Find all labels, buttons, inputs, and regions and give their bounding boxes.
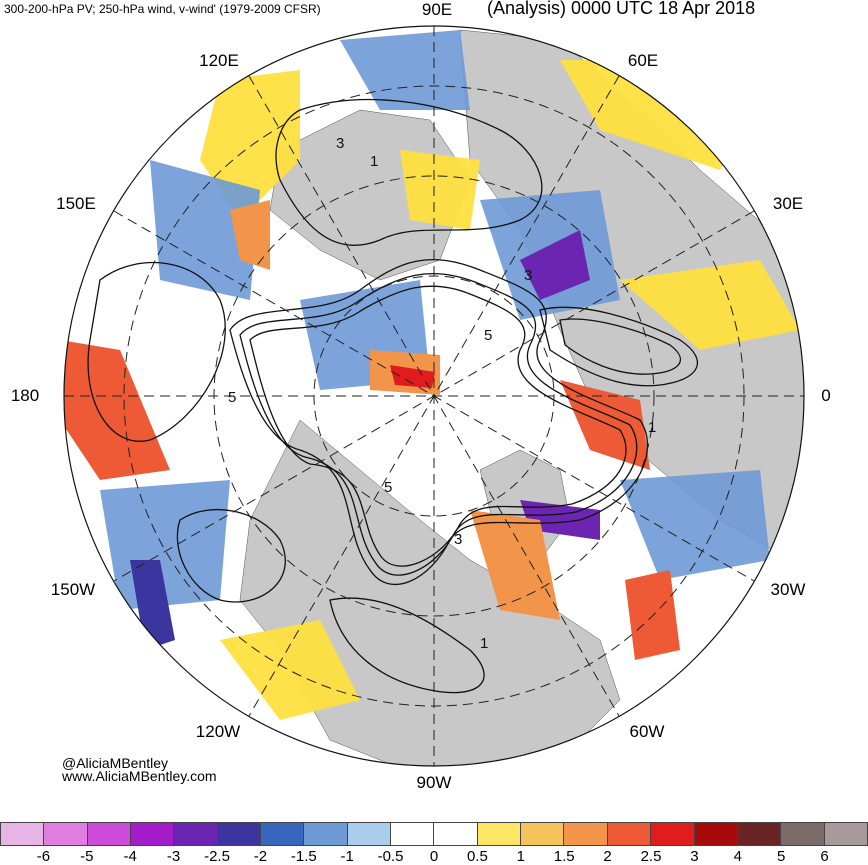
lon-label-150e: 150E bbox=[56, 194, 96, 213]
lon-label-90e: 90E bbox=[421, 0, 453, 19]
colorbar-swatch bbox=[607, 822, 652, 846]
colorbar-tick-label: -3 bbox=[166, 848, 181, 865]
colorbar-tick-label: 1 bbox=[516, 848, 525, 865]
contour-label: 5 bbox=[484, 327, 492, 344]
colorbar-tick-label: 4 bbox=[733, 848, 742, 865]
fill-warm bbox=[560, 380, 650, 470]
colorbar-swatch bbox=[434, 822, 478, 846]
fill-negative bbox=[340, 30, 470, 110]
lon-label-30e: 30E bbox=[772, 194, 804, 213]
fill-positive bbox=[220, 620, 360, 720]
colorbar-swatch bbox=[477, 822, 522, 846]
contour-label: 5 bbox=[384, 479, 392, 496]
colorbar-swatch bbox=[694, 822, 738, 846]
colorbar-swatch bbox=[391, 822, 435, 846]
fill-purple bbox=[520, 230, 590, 300]
colorbar-tick-label: -0.5 bbox=[377, 848, 404, 865]
fill-positive bbox=[400, 150, 480, 230]
colorbar-tick-label: 1.5 bbox=[553, 848, 575, 865]
colorbar-tick-label: -1 bbox=[340, 848, 354, 865]
colorbar-swatch bbox=[44, 822, 88, 846]
contour-label: 1 bbox=[480, 635, 488, 652]
colorbar-tick-label: 2 bbox=[603, 848, 612, 865]
colorbar-swatch bbox=[304, 822, 348, 846]
colorbar-tick-label: -4 bbox=[123, 848, 137, 865]
colorbar-swatch bbox=[737, 822, 782, 846]
fill-warm bbox=[64, 340, 170, 480]
colorbar-tick-label: 0.5 bbox=[466, 848, 488, 865]
colorbar-tick-label: 2.5 bbox=[640, 848, 662, 865]
colorbar-tick-label: 0 bbox=[429, 848, 439, 865]
lon-label-120e: 120E bbox=[199, 51, 239, 70]
colorbar-tick-label: 5 bbox=[777, 848, 786, 865]
lon-label-60e: 60E bbox=[627, 51, 659, 70]
graticule bbox=[64, 26, 804, 766]
colorbar-swatch bbox=[174, 822, 218, 846]
colorbar-swatch bbox=[651, 822, 695, 846]
right-title: (Analysis) 0000 UTC 18 Apr 2018 bbox=[487, 0, 756, 18]
colorbar-tick-label: -6 bbox=[36, 848, 51, 865]
lon-label-150w: 150W bbox=[50, 580, 96, 599]
colorbar-swatch bbox=[87, 822, 132, 846]
colorbar-tick-label: -2.5 bbox=[204, 848, 230, 865]
lon-label-30w: 30W bbox=[770, 580, 806, 599]
credit-website: www.AliciaMBentley.com bbox=[62, 768, 217, 784]
colorbar-swatch bbox=[781, 822, 825, 846]
lon-label-60w: 60W bbox=[629, 722, 665, 741]
colorbar-swatch bbox=[564, 822, 608, 846]
colorbar-tick-label: -5 bbox=[80, 848, 94, 865]
contour-label: 3 bbox=[524, 267, 532, 284]
contour-label: 5 bbox=[228, 389, 236, 406]
lon-label-90w: 90W bbox=[416, 773, 452, 792]
contour-labels: 3 1 3 5 5 1 3 1 5 bbox=[228, 135, 656, 652]
polar-map: 3 1 3 5 5 1 3 1 5 bbox=[63, 25, 805, 767]
fill-negative bbox=[150, 160, 260, 300]
colorbar-swatch bbox=[521, 822, 565, 846]
colorbar-tick-label: 6 bbox=[820, 848, 829, 865]
fill-warm bbox=[230, 200, 270, 270]
lon-label-0: 0 bbox=[821, 386, 831, 405]
colorbar-tick-label: 3 bbox=[690, 848, 699, 865]
colorbar-swatch bbox=[217, 822, 262, 846]
map-border bbox=[63, 25, 805, 767]
lon-label-120w: 120W bbox=[195, 722, 241, 741]
colorbar-tick-label: -1.5 bbox=[290, 848, 317, 865]
colorbar-swatch bbox=[0, 822, 45, 846]
colorbar bbox=[0, 822, 868, 846]
fill-warm bbox=[625, 570, 680, 660]
contour-label: 3 bbox=[454, 531, 462, 548]
colorbar-swatch bbox=[131, 822, 175, 846]
contour-label: 3 bbox=[336, 135, 344, 152]
fill-negative bbox=[620, 470, 770, 580]
fill-warm bbox=[470, 510, 560, 620]
fill-positive bbox=[620, 260, 800, 350]
contour-label: 1 bbox=[648, 419, 656, 436]
contour-label: 1 bbox=[370, 153, 378, 170]
colorbar-swatch bbox=[824, 822, 868, 846]
credit-handle: @AliciaMBentley bbox=[62, 755, 169, 771]
map-disk bbox=[64, 26, 804, 766]
left-title: 300-200-hPa PV; 250-hPa wind, v-wind' (1… bbox=[4, 2, 321, 16]
fill-warm bbox=[390, 365, 435, 388]
colorbar-swatch bbox=[347, 822, 392, 846]
pv-contours bbox=[87, 98, 699, 694]
colorbar-swatch bbox=[261, 822, 305, 846]
lon-label-180: 180 bbox=[10, 386, 40, 405]
colorbar-tick-label: -2 bbox=[253, 848, 268, 865]
